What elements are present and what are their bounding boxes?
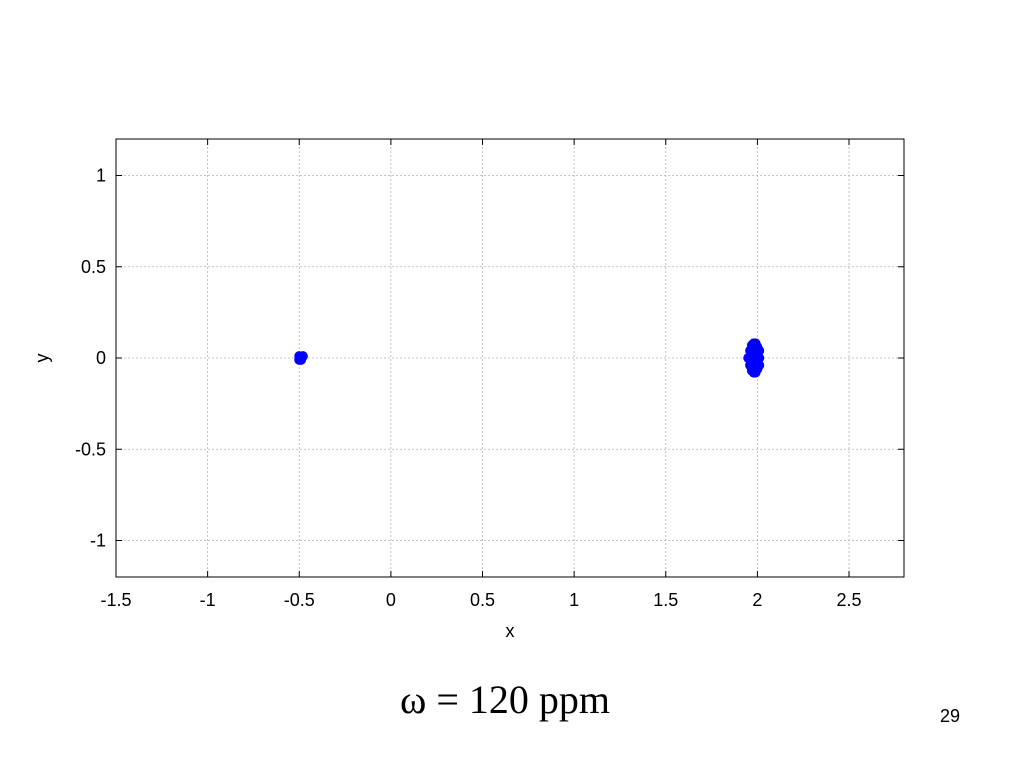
x-axis-label: x (506, 621, 515, 641)
x-tick-label: -0.5 (284, 590, 315, 610)
data-point (748, 367, 759, 378)
data-point (752, 353, 763, 363)
y-tick-label: 0 (96, 348, 106, 368)
axis-ticks (115, 139, 904, 577)
x-tick-label: 0 (386, 590, 396, 610)
y-tick-labels: 1 0.5 0 -0.5 -1 (75, 166, 106, 551)
page-number: 29 (939, 706, 961, 726)
y-tick-label: 0.5 (81, 257, 106, 277)
data-point (748, 338, 759, 349)
x-tick-labels: -1.5 -1 -0.5 0 0.5 1 1.5 2 2.5 (100, 590, 861, 610)
y-axis-label: y (32, 354, 52, 363)
data-point (296, 353, 307, 363)
x-tick-label: 1 (569, 590, 579, 610)
y-tick-label: -1 (90, 531, 106, 551)
x-tick-label: 0.5 (470, 590, 495, 610)
x-tick-label: -1 (200, 590, 216, 610)
grid (115, 139, 904, 577)
x-tick-label: 2 (752, 590, 762, 610)
y-tick-label: 1 (96, 166, 106, 186)
x-tick-label: 2.5 (837, 590, 862, 610)
x-tick-label: 1.5 (653, 590, 678, 610)
data-points (294, 338, 765, 378)
x-tick-label: -1.5 (100, 590, 131, 610)
slide-caption: ω = 120 ppm (400, 677, 610, 722)
y-tick-label: -0.5 (75, 439, 106, 459)
